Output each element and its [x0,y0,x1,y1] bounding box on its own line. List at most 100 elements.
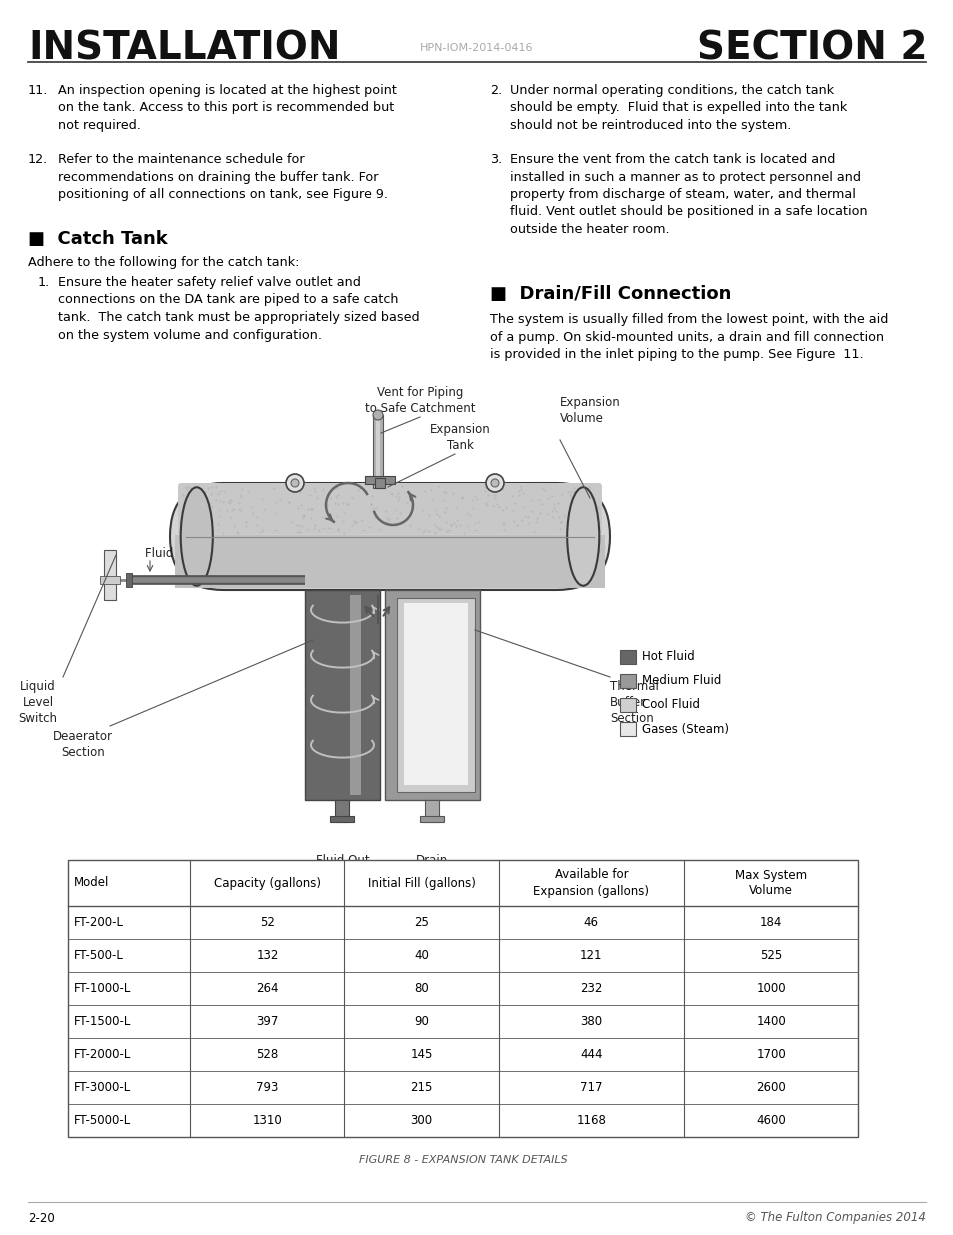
Bar [619,722,636,736]
Bar [396,598,475,792]
Bar [126,573,132,587]
Bar [335,800,349,823]
FancyBboxPatch shape [178,483,601,535]
Ellipse shape [180,488,213,585]
Text: 2600: 2600 [756,1081,785,1094]
Bar [373,415,382,488]
Bar [104,550,116,600]
Text: 397: 397 [256,1015,278,1028]
Text: Thermal
Buffer
Section: Thermal Buffer Section [609,680,659,725]
Text: Under normal operating conditions, the catch tank
should be empty.  Fluid that i: Under normal operating conditions, the c… [510,84,846,132]
Circle shape [491,479,498,487]
Text: 264: 264 [256,982,278,995]
Text: 132: 132 [256,948,278,962]
Text: 1000: 1000 [756,982,785,995]
Text: 232: 232 [579,982,602,995]
Text: 11.: 11. [28,84,49,98]
Text: Fluid Out: Fluid Out [315,853,369,867]
Text: Model: Model [74,877,110,889]
Text: HPN-IOM-2014-0416: HPN-IOM-2014-0416 [420,43,533,53]
Text: Gases (Steam): Gases (Steam) [641,722,728,736]
Text: Fluid In: Fluid In [145,547,188,559]
Text: Cool Fluid: Cool Fluid [641,699,700,711]
Bar [425,800,439,823]
Text: 1310: 1310 [253,1114,282,1128]
Text: Liquid
Level
Switch: Liquid Level Switch [18,680,57,725]
Text: 525: 525 [760,948,781,962]
Text: 12.: 12. [28,153,49,165]
Bar [385,590,479,800]
Text: 90: 90 [414,1015,429,1028]
Bar [175,535,604,588]
Text: 3.: 3. [490,153,501,165]
Text: 121: 121 [579,948,602,962]
Bar [365,475,395,484]
Text: FT-500-L: FT-500-L [74,948,124,962]
Text: INSTALLATION: INSTALLATION [28,28,340,67]
Text: FT-200-L: FT-200-L [74,916,124,929]
Circle shape [485,474,503,492]
Bar [403,603,468,785]
Text: 2-20: 2-20 [28,1212,54,1224]
Text: 40: 40 [414,948,429,962]
Text: 145: 145 [410,1049,433,1061]
Text: Max System
Volume: Max System Volume [734,868,806,898]
Text: Ensure the vent from the catch tank is located and
installed in such a manner as: Ensure the vent from the catch tank is l… [510,153,866,236]
Bar [619,650,636,664]
Text: Adhere to the following for the catch tank:: Adhere to the following for the catch ta… [28,256,299,269]
FancyBboxPatch shape [170,483,609,590]
Text: Capacity (gallons): Capacity (gallons) [213,877,320,889]
Text: 52: 52 [260,916,274,929]
Text: Expansion
Volume: Expansion Volume [559,396,620,425]
Bar [100,576,120,584]
Text: 1700: 1700 [756,1049,785,1061]
Text: FT-1000-L: FT-1000-L [74,982,132,995]
Text: 46: 46 [583,916,598,929]
Bar [420,816,444,823]
Text: Drain: Drain [416,853,448,867]
Text: FIGURE 8 - EXPANSION TANK DETAILS: FIGURE 8 - EXPANSION TANK DETAILS [358,1155,567,1165]
Text: ■  Catch Tank: ■ Catch Tank [28,230,168,248]
Text: 380: 380 [579,1015,601,1028]
Text: FT-3000-L: FT-3000-L [74,1081,132,1094]
Text: The system is usually filled from the lowest point, with the aid
of a pump. On s: The system is usually filled from the lo… [490,312,887,361]
Text: 793: 793 [256,1081,278,1094]
Text: Vent for Piping
to Safe Catchment: Vent for Piping to Safe Catchment [364,387,475,415]
Text: 80: 80 [414,982,429,995]
Bar [305,590,379,800]
Bar [619,674,636,688]
Text: 300: 300 [410,1114,432,1128]
Text: 2.: 2. [490,84,501,98]
Circle shape [291,479,298,487]
Text: 25: 25 [414,916,429,929]
Text: Medium Fluid: Medium Fluid [641,674,720,688]
Text: FT-2000-L: FT-2000-L [74,1049,132,1061]
Text: 4600: 4600 [756,1114,785,1128]
Bar [330,816,355,823]
Text: Refer to the maintenance schedule for
recommendations on draining the buffer tan: Refer to the maintenance schedule for re… [58,153,388,201]
Text: 1400: 1400 [756,1015,785,1028]
Text: Hot Fluid: Hot Fluid [641,651,694,663]
Text: Available for
Expansion (gallons): Available for Expansion (gallons) [533,868,649,898]
Text: An inspection opening is located at the highest point
on the tank. Access to thi: An inspection opening is located at the … [58,84,396,132]
Bar [375,417,379,487]
Text: 1.: 1. [38,275,51,289]
Text: SECTION 2: SECTION 2 [697,28,927,67]
Text: 184: 184 [760,916,781,929]
Text: FT-5000-L: FT-5000-L [74,1114,132,1128]
Bar [350,595,361,795]
Text: Deaerator
Section: Deaerator Section [53,730,112,760]
Text: © The Fulton Companies 2014: © The Fulton Companies 2014 [744,1212,925,1224]
Bar [68,860,857,1137]
Text: 1168: 1168 [576,1114,606,1128]
Ellipse shape [567,488,598,585]
Circle shape [373,410,382,420]
Circle shape [286,474,304,492]
Text: 215: 215 [410,1081,433,1094]
Text: Initial Fill (gallons): Initial Fill (gallons) [367,877,475,889]
Text: ■  Drain/Fill Connection: ■ Drain/Fill Connection [490,285,731,303]
Bar [375,478,385,488]
Text: 444: 444 [579,1049,602,1061]
Text: 528: 528 [256,1049,278,1061]
Text: Expansion
Tank: Expansion Tank [429,424,490,452]
